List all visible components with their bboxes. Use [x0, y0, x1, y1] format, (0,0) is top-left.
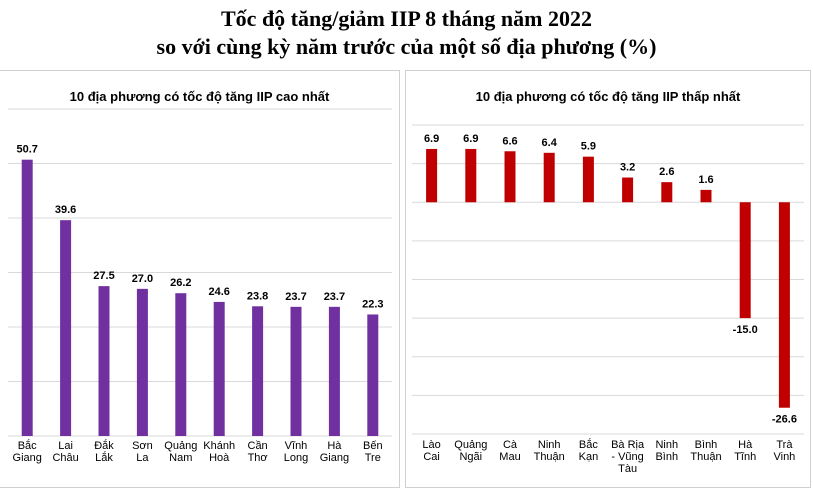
- data-label: 24.6: [208, 286, 229, 298]
- bar: [504, 151, 516, 203]
- data-label: 5.9: [581, 141, 596, 153]
- left-chart-panel: 10 địa phương có tốc độ tăng IIP cao nhấ…: [0, 70, 400, 488]
- right-chart-title: 10 địa phương có tốc độ tăng IIP thấp nh…: [475, 89, 741, 104]
- data-label: 3.2: [620, 162, 635, 174]
- data-label: 6.9: [424, 133, 439, 145]
- data-label: 1.6: [698, 174, 713, 186]
- right-chart-panel: 10 địa phương có tốc độ tăng IIP thấp nh…: [405, 70, 811, 488]
- bar: [465, 148, 477, 203]
- category-label: Lào Cai: [422, 439, 440, 463]
- data-label: 6.6: [502, 135, 517, 147]
- bar: [700, 189, 712, 203]
- bar: [60, 220, 72, 436]
- category-label: Bắc Kạn: [579, 438, 599, 463]
- data-label: -15.0: [733, 324, 758, 336]
- data-label: 6.9: [463, 133, 478, 145]
- category-label: Cà Mau: [499, 439, 520, 463]
- data-label: 2.6: [659, 166, 674, 178]
- category-label: Bà Rịa - Vũng Tàu: [611, 439, 645, 475]
- bar: [426, 148, 438, 203]
- data-label: 39.6: [55, 204, 76, 216]
- bar: [778, 202, 790, 408]
- category-label: Đắk Lắk: [94, 439, 114, 464]
- bar: [661, 182, 673, 203]
- bar: [213, 301, 225, 436]
- bar: [290, 306, 302, 436]
- category-label: Ninh Thuận: [534, 439, 565, 463]
- left-bar-chart: 50.7 Bắc Giang 39.6 Lai Châu 27.5 Đắk Lắk 27.0 Sơn…: [8, 108, 392, 464]
- category-label: Sơn La: [132, 440, 153, 464]
- left-chart-title: 10 địa phương có tốc độ tăng IIP cao nhấ…: [69, 89, 330, 104]
- category-label: Khánh Hoà: [203, 440, 235, 464]
- bar: [328, 306, 340, 436]
- category-label: Quảng Nam: [164, 440, 197, 464]
- bar: [21, 159, 33, 436]
- bar: [367, 314, 379, 436]
- right-bar-chart: 6.9 Lào Cai 6.9 Quảng Ngãi 6.6 Cà Mau 6.4 Ninh Thuậ…: [412, 124, 804, 475]
- data-label: 27.0: [132, 273, 153, 285]
- category-label: Bắc Giang: [13, 439, 42, 464]
- category-label: Hà Tĩnh: [734, 439, 756, 463]
- data-label: 23.7: [285, 291, 306, 303]
- chart-title-line-2: so với cùng kỳ năm trước của một số địa …: [156, 34, 657, 59]
- data-label: 22.3: [362, 298, 383, 310]
- bar: [543, 152, 555, 203]
- bar: [252, 306, 264, 436]
- category-label: Bình Thuận: [690, 439, 721, 463]
- category-label: Trà Vinh: [773, 439, 795, 463]
- bar: [622, 177, 634, 203]
- data-label: -26.6: [772, 414, 797, 426]
- bar: [582, 156, 594, 203]
- data-label: 26.2: [170, 277, 191, 289]
- bar: [739, 202, 751, 319]
- category-label: Hà Giang: [320, 440, 349, 464]
- category-label: Vĩnh Long: [284, 440, 308, 464]
- data-label: 23.8: [247, 290, 268, 302]
- data-label: 27.5: [93, 270, 114, 282]
- category-label: Cần Thơ: [248, 440, 268, 464]
- bar: [175, 293, 187, 436]
- category-label: Bến Tre: [363, 440, 383, 464]
- chart-title-line-1: Tốc độ tăng/giảm IIP 8 tháng năm 2022: [221, 6, 592, 31]
- category-label: Ninh Bình: [655, 439, 678, 463]
- category-label: Quảng Ngãi: [454, 439, 487, 463]
- category-label: Lai Châu: [52, 440, 78, 464]
- data-label: 50.7: [16, 144, 37, 156]
- bar: [98, 286, 110, 436]
- data-label: 23.7: [324, 291, 345, 303]
- data-label: 6.4: [542, 137, 558, 149]
- bar: [136, 288, 148, 436]
